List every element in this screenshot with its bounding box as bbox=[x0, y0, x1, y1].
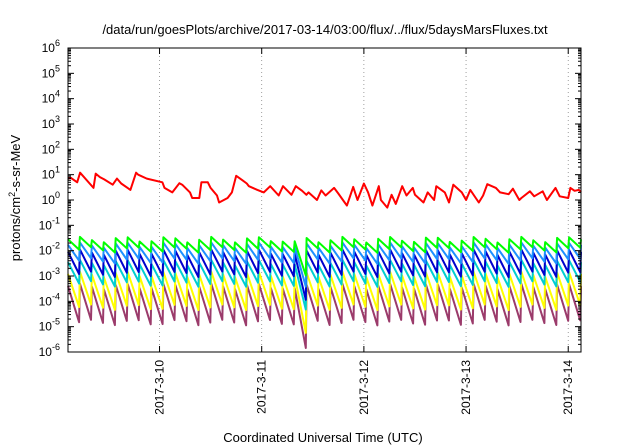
series-line bbox=[67, 241, 582, 288]
x-tick-label: 2017-3-10 bbox=[153, 360, 167, 415]
series-line bbox=[67, 248, 582, 301]
y-axis-label: protons/cm2-s-sr-MeV bbox=[7, 134, 23, 261]
y-tick-label: 103 bbox=[42, 114, 60, 131]
series-line bbox=[67, 171, 582, 209]
x-tick-label: 2017-3-13 bbox=[459, 360, 473, 415]
y-tick-label: 101 bbox=[42, 165, 60, 182]
y-tick-label: 10-5 bbox=[39, 317, 60, 334]
chart-title: /data/run/goesPlots/archive/2017-03-14/0… bbox=[102, 22, 548, 37]
y-tick-label: 10-1 bbox=[39, 215, 60, 232]
x-tick-label: 2017-3-11 bbox=[255, 360, 269, 414]
y-tick-labels: 10-6 10-5 10-4 10-3 10-2 10-1 100 101 102 103 104 1… bbox=[39, 38, 60, 359]
y-tick-label: 10-2 bbox=[39, 241, 60, 258]
y-tick-label: 106 bbox=[42, 38, 60, 55]
x-tick-label: 2017-3-14 bbox=[561, 360, 575, 415]
y-tick-label: 100 bbox=[42, 190, 60, 207]
series-line bbox=[67, 270, 582, 334]
series-lines bbox=[67, 171, 582, 349]
series-line bbox=[67, 235, 582, 277]
y-tick-label: 102 bbox=[42, 139, 60, 156]
y-tick-label: 10-4 bbox=[39, 291, 60, 308]
axis-ticks bbox=[68, 47, 581, 353]
x-axis-label: Coordinated Universal Time (UTC) bbox=[223, 430, 422, 445]
y-tick-label: 10-3 bbox=[39, 266, 60, 283]
y-tick-label: 105 bbox=[42, 63, 60, 80]
x-tick-label: 2017-3-12 bbox=[357, 360, 371, 415]
y-tick-label: 10-6 bbox=[39, 342, 60, 359]
y-tick-label: 104 bbox=[42, 89, 60, 106]
x-tick-labels: 2017-3-10 2017-3-11 2017-3-12 2017-3-13 2017… bbox=[153, 360, 576, 415]
